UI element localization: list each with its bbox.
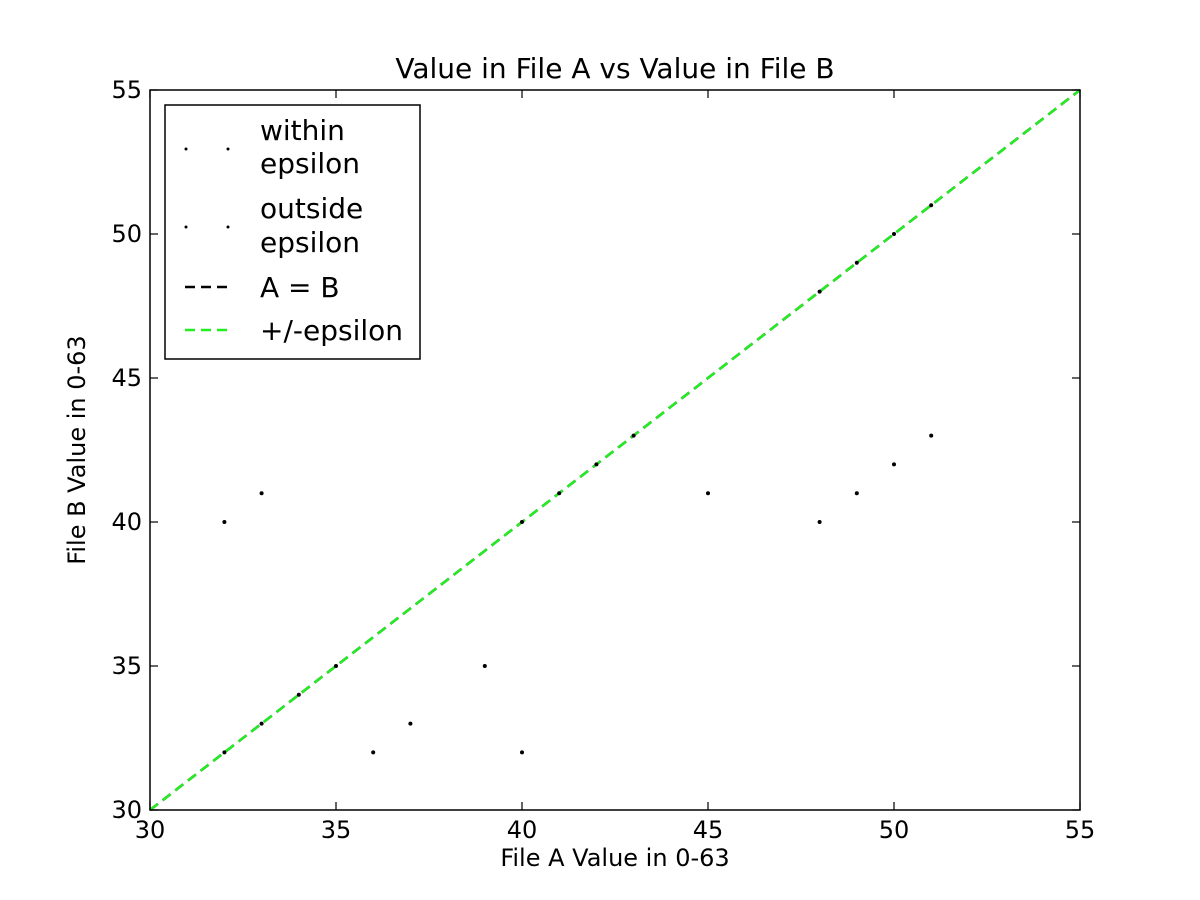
legend-label-1-line-1: outside [260,192,363,225]
series-1-point-7 [817,520,822,524]
series-1-point-0 [222,520,227,524]
series-1-point-5 [520,750,524,755]
series-1-point-8 [854,491,859,496]
y-tick-label-1: 35 [111,652,142,680]
legend-label-0-line-2: epsilon [260,147,360,180]
y-axis-label: File B Value in 0-63 [63,335,91,564]
y-tick-label-0: 30 [111,796,142,824]
series-1-point-1 [259,491,264,496]
series-1-point-4 [482,664,487,668]
series-0-point-3 [334,664,338,668]
axis-ticks: 30 35 40 45 50 55 30 35 40 45 50 55 [111,76,1095,844]
y-tick-label-4: 50 [111,220,142,248]
legend-label-3: +/-epsilon [260,314,403,347]
chart-title: Value in File A vs Value in File B [395,52,834,85]
series-0-point-2 [296,692,301,697]
series-0-point-0 [222,750,227,755]
legend-label-0-line-1: within [260,114,345,147]
legend-label-2: A = B [260,271,340,304]
series-0-point-8 [817,289,822,294]
legend-box [164,104,421,360]
x-tick-label-2: 40 [507,816,538,844]
x-tick-label-0: 30 [135,816,166,844]
x-tick-label-1: 35 [321,816,352,844]
x-axis-label: File A Value in 0-63 [500,844,729,872]
legend-label-1-line-2: epsilon [260,226,360,259]
legend-marker-0-a [184,147,188,151]
axes-frame [149,89,1081,811]
legend-marker-1-b [226,225,230,229]
series-0-point-9 [854,260,859,265]
y-tick-label-5: 55 [111,76,142,104]
series-0-point-10 [892,232,896,236]
plot-area [149,89,1081,811]
reference-line-1 [149,89,1081,811]
series-0-point-4 [520,520,524,524]
series-1-point-2 [371,750,376,755]
series-0-point-7 [631,433,636,438]
series-1-point-3 [408,721,413,726]
x-tick-label-4: 50 [879,816,910,844]
series-1-point-10 [929,433,934,438]
y-tick-label-2: 40 [111,508,142,536]
series-0-point-1 [259,721,264,726]
y-tick-label-3: 45 [111,364,142,392]
x-tick-label-3: 45 [693,816,724,844]
legend-marker-0-b [226,147,230,151]
series-0-point-5 [557,491,562,496]
series-1-point-6 [706,491,710,496]
series-1-point-9 [892,462,896,467]
series-0-point-11 [929,203,934,208]
x-tick-label-5: 55 [1065,816,1096,844]
legend-marker-1-a [184,225,188,229]
series-0-point-6 [594,462,599,467]
